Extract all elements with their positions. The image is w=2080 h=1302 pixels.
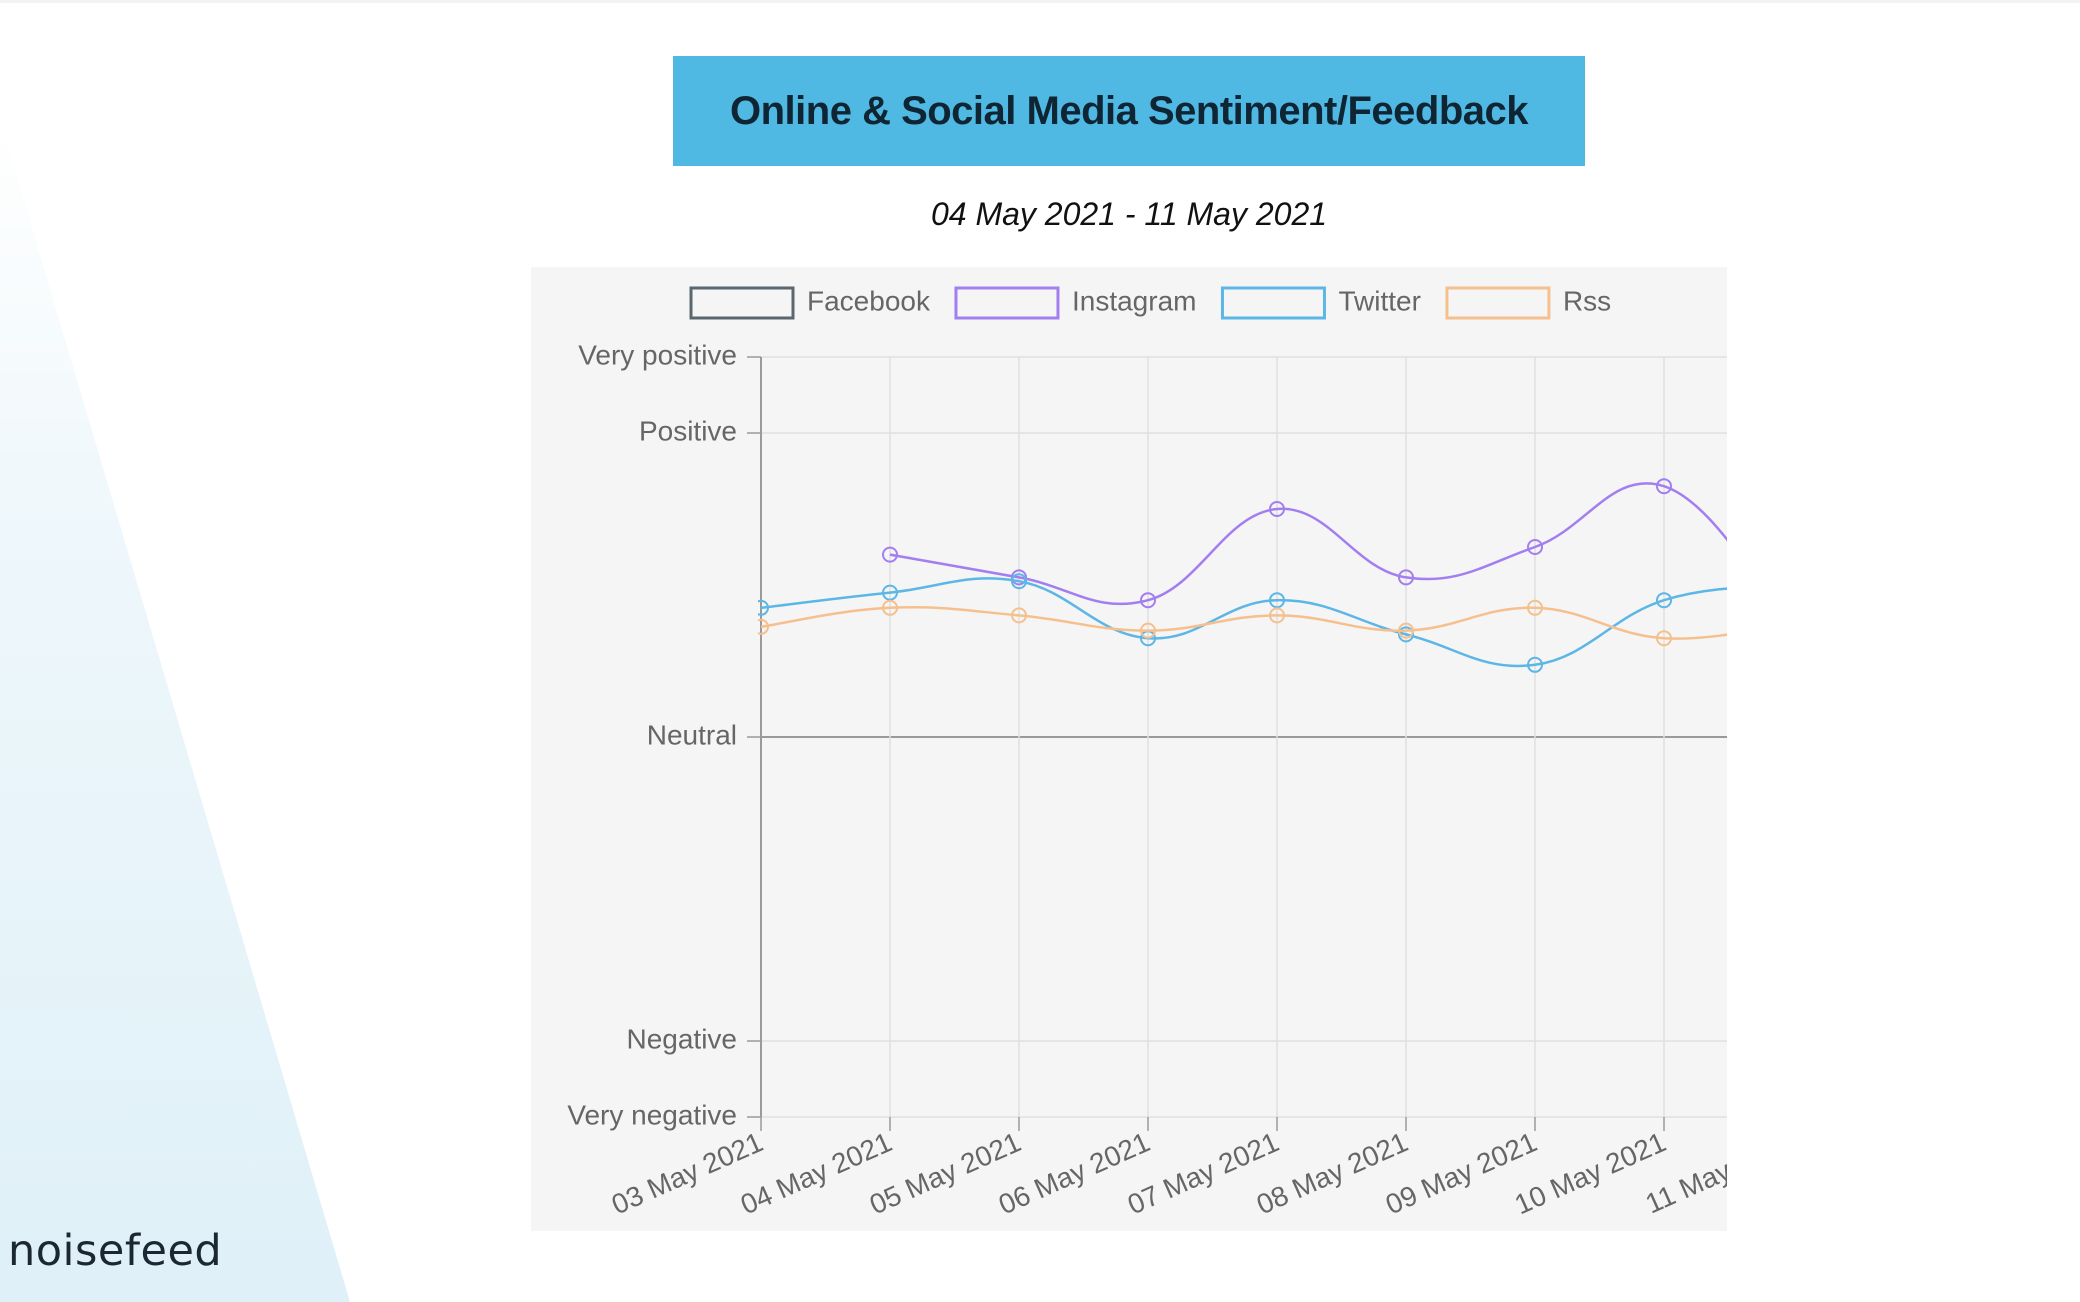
chart-series bbox=[758, 478, 1727, 673]
data-point-instagram bbox=[1527, 539, 1543, 555]
data-point-instagram bbox=[1656, 478, 1672, 495]
data-point-rss bbox=[1527, 599, 1543, 616]
series-line-rss bbox=[760, 606, 1727, 640]
y-tick-label: Very positive bbox=[578, 339, 737, 370]
data-point-rss bbox=[1140, 622, 1156, 639]
legend-item-rss: Rss bbox=[1445, 285, 1611, 320]
data-point-twitter bbox=[758, 599, 769, 616]
legend-swatch bbox=[1220, 286, 1326, 320]
decorative-wedge bbox=[0, 120, 350, 1302]
data-point-rss bbox=[1269, 607, 1285, 624]
y-tick-label: Negative bbox=[626, 1023, 737, 1054]
legend-label: Rss bbox=[1563, 285, 1611, 316]
legend-swatch bbox=[1445, 286, 1551, 320]
legend-item-twitter: Twitter bbox=[1220, 285, 1421, 320]
y-axis-ticks: Very positive Positive Neutral Negative Very… bbox=[567, 339, 737, 1130]
chart-background bbox=[531, 267, 1727, 1231]
data-point-twitter bbox=[1527, 656, 1543, 673]
legend-item-facebook: Facebook bbox=[689, 285, 931, 320]
y-tick-label: Positive bbox=[639, 415, 737, 446]
report-title-banner: Online & Social Media Sentiment/Feedback bbox=[673, 56, 1585, 166]
data-point-rss bbox=[882, 599, 898, 616]
legend-label: Twitter bbox=[1338, 285, 1420, 316]
date-range: 04 May 2021 - 11 May 2021 bbox=[930, 196, 1328, 232]
data-point-rss bbox=[1656, 630, 1672, 647]
sentiment-line-chart: Very positive Positive Neutral Negative Very… bbox=[531, 267, 1727, 1231]
data-point-twitter bbox=[1656, 592, 1672, 609]
series-twitter bbox=[758, 573, 1727, 673]
y-tick-label: Neutral bbox=[647, 719, 737, 750]
chart-legend: Facebook Instagram Twitter Rss bbox=[689, 285, 1611, 320]
series-rss bbox=[758, 599, 1727, 647]
report-title: Online & Social Media Sentiment/Feedback bbox=[730, 88, 1529, 133]
legend-item-instagram: Instagram bbox=[954, 285, 1197, 320]
legend-label: Instagram bbox=[1072, 285, 1197, 316]
data-point-twitter bbox=[1269, 592, 1285, 609]
data-point-instagram bbox=[1140, 592, 1156, 609]
top-divider bbox=[0, 0, 2080, 3]
series-line-instagram bbox=[889, 482, 1727, 606]
data-point-rss bbox=[758, 618, 769, 635]
y-tick-label: Very negative bbox=[567, 1099, 737, 1130]
series-line-twitter bbox=[760, 577, 1727, 668]
data-point-instagram bbox=[882, 546, 898, 563]
brand-logo: noisefeed bbox=[8, 1226, 223, 1276]
data-point-twitter bbox=[882, 584, 898, 601]
data-point-rss bbox=[1011, 607, 1027, 624]
chart-grid bbox=[747, 356, 1727, 1131]
data-point-twitter bbox=[1011, 573, 1027, 590]
data-point-instagram bbox=[1398, 569, 1414, 586]
data-point-instagram bbox=[1269, 501, 1285, 517]
data-point-rss bbox=[1398, 622, 1414, 639]
series-instagram bbox=[882, 478, 1727, 609]
legend-swatch bbox=[689, 286, 795, 320]
legend-swatch bbox=[954, 286, 1060, 320]
legend-label: Facebook bbox=[807, 285, 931, 316]
